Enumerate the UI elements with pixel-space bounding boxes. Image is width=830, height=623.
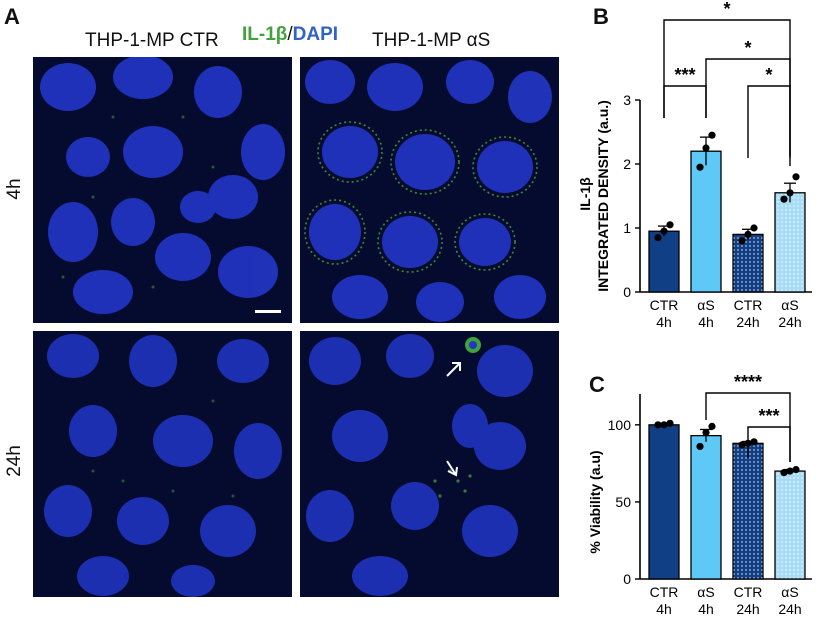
significance-label: *** (758, 406, 779, 426)
bar (732, 442, 764, 580)
data-point (696, 163, 704, 171)
x-tick-label: αS (781, 297, 798, 313)
column-header-ctr: THP-1-MP CTR (85, 30, 219, 51)
data-point (702, 428, 710, 437)
significance-label: * (723, 0, 730, 19)
x-tick-label: 4h (656, 314, 672, 330)
y-tick-label: 0 (623, 571, 631, 587)
data-point (786, 467, 794, 475)
stain-dapi-label: DAPI (292, 24, 339, 45)
arrow-icon (446, 460, 458, 477)
x-tick-label: 4h (698, 314, 714, 330)
significance-label: * (744, 38, 751, 58)
x-tick-label: CTR (650, 584, 679, 600)
x-tick-label: 24h (736, 601, 759, 617)
scale-bar (255, 310, 281, 313)
stain-legend: IL-1β/DAPI (242, 24, 338, 46)
y-axis-label: INTEGRATED DENSITY (a.u.) (595, 100, 611, 292)
micrograph-ctr-4h (33, 57, 292, 323)
stain-il1b-label: IL-1β (242, 24, 288, 45)
x-tick-label: CTR (650, 297, 679, 313)
stain-separator: / (287, 24, 293, 45)
data-point (660, 421, 668, 429)
x-tick-label: αS (781, 584, 798, 600)
data-point (666, 221, 674, 229)
y-tick-label: 1 (623, 220, 631, 236)
y-axis-label: IL-1β (577, 177, 593, 211)
y-tick-label: 0 (623, 284, 631, 300)
panel-a-letter: A (4, 4, 20, 29)
data-point (792, 465, 800, 474)
micrograph-as-4h (300, 57, 559, 323)
data-point (708, 131, 716, 139)
data-point (660, 227, 668, 235)
micrograph-as-24h (300, 331, 559, 597)
panel-b-letter: B (593, 4, 609, 29)
data-point (702, 144, 710, 152)
significance-bracket (705, 392, 791, 462)
data-point (708, 422, 716, 430)
data-point (696, 442, 704, 451)
y-tick-label: 50 (615, 494, 631, 510)
x-tick-label: αS (697, 297, 714, 313)
micrograph-ctr-24h (33, 331, 292, 597)
significance-label: * (765, 65, 772, 85)
data-point (780, 195, 788, 203)
y-tick-label: 100 (608, 417, 632, 433)
x-tick-label: αS (697, 584, 714, 600)
significance-label: *** (674, 65, 695, 85)
significance-bracket (663, 19, 791, 156)
x-tick-label: 24h (778, 601, 801, 617)
data-point (750, 438, 758, 446)
x-tick-label: 24h (778, 314, 801, 330)
bar (690, 150, 722, 293)
significance-label: **** (734, 372, 762, 392)
bar (648, 230, 680, 293)
data-point (654, 234, 662, 242)
x-tick-label: CTR (734, 297, 763, 313)
bar (690, 434, 722, 580)
data-point (750, 224, 758, 232)
arrow-icon (446, 362, 461, 377)
bar (648, 424, 680, 580)
data-point (738, 441, 746, 449)
y-tick-label: 3 (623, 92, 631, 108)
data-point (780, 469, 788, 477)
data-point (666, 419, 674, 427)
data-point (786, 189, 794, 197)
column-header-as: THP-1-MP αS (372, 30, 491, 51)
data-point (654, 421, 662, 429)
y-axis-label: % Viability (a.u) (587, 450, 603, 553)
x-tick-label: 24h (736, 314, 759, 330)
x-tick-label: 4h (698, 601, 714, 617)
x-tick-label: 4h (656, 601, 672, 617)
panel-c-letter: C (589, 372, 605, 397)
x-tick-label: CTR (734, 584, 763, 600)
data-point (738, 237, 746, 245)
data-point (744, 230, 752, 238)
data-point (792, 173, 800, 181)
y-tick-label: 2 (623, 156, 631, 172)
bar (774, 470, 806, 580)
